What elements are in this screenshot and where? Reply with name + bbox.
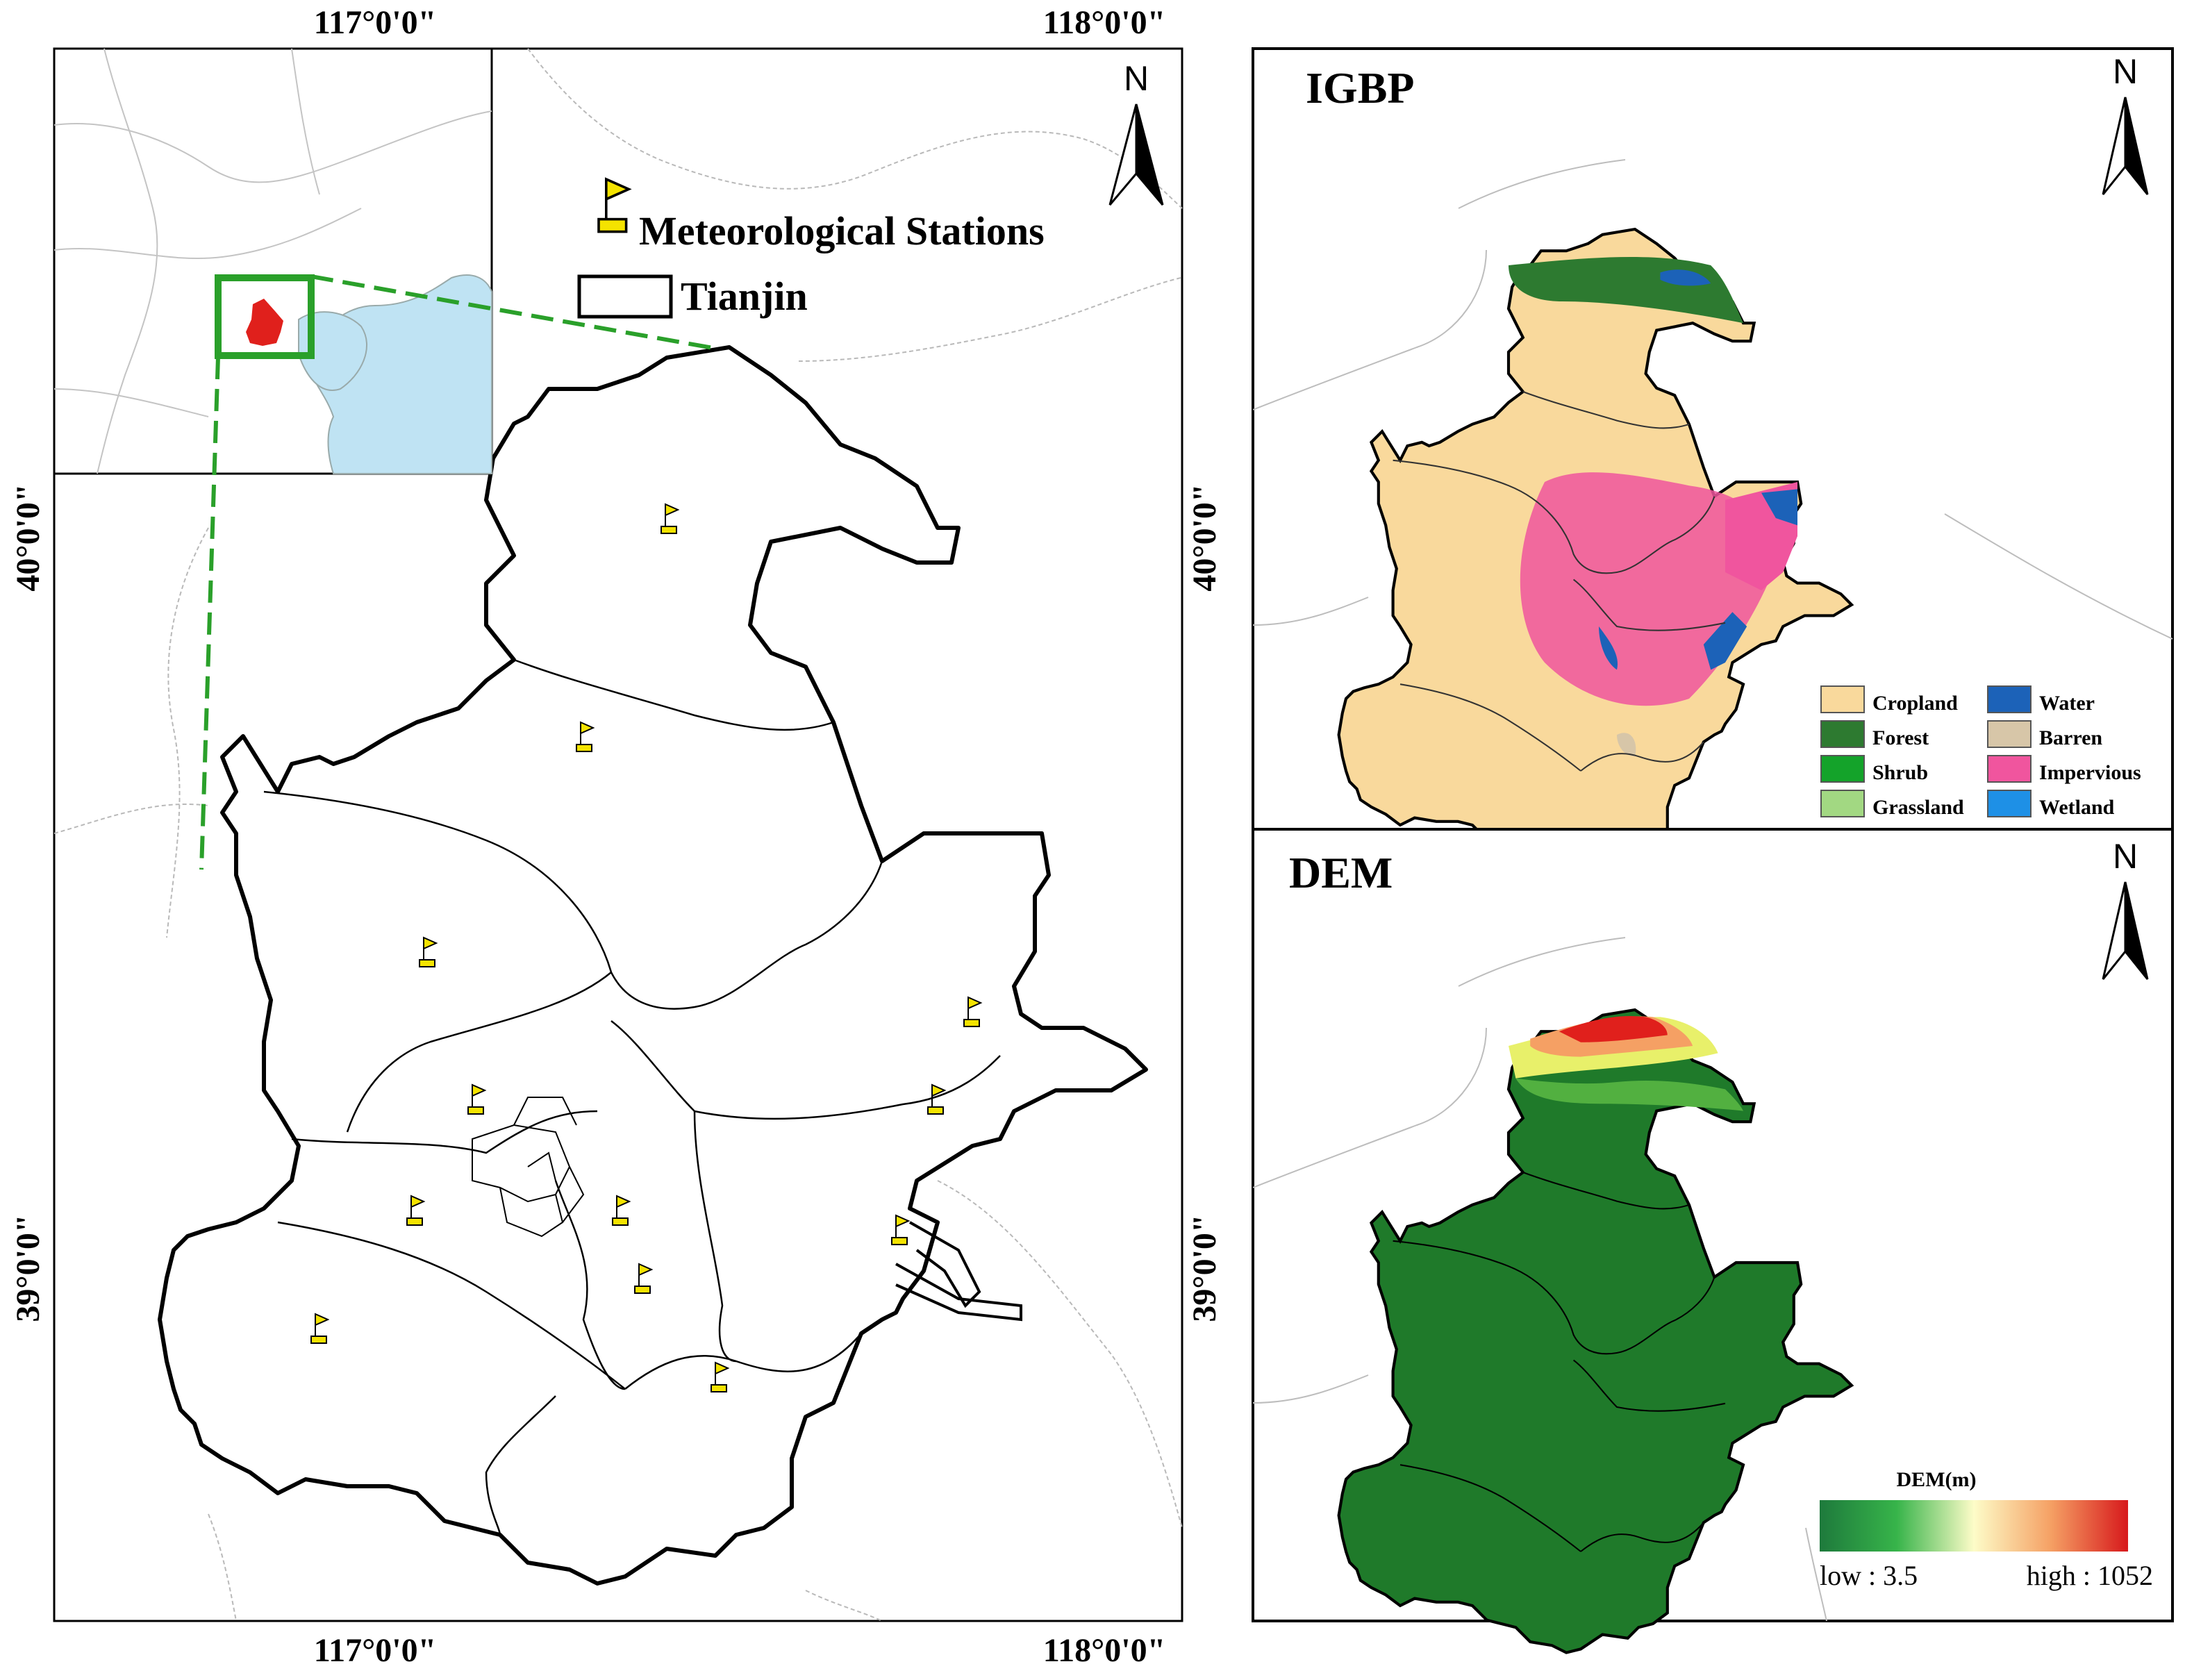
dem-legend: DEM(m) low : 3.5 high : 1052: [1820, 1468, 2153, 1591]
dem-title: DEM: [1289, 848, 1393, 897]
igbp-title: IGBP: [1306, 63, 1414, 113]
inset-map: [53, 47, 493, 475]
legend-swatch-water: [1987, 685, 2032, 713]
legend-boundary-swatch: [577, 274, 673, 319]
main-map-legend: Meteorological Stations Tianjin: [577, 178, 1045, 319]
legend-boundary-label: Tianjin: [681, 274, 808, 319]
inset-highlight-box: [215, 274, 315, 359]
coord-top-117: 117°0'0": [314, 4, 437, 41]
coord-top-118: 118°0'0": [1043, 4, 1166, 41]
coord-left-40: 40°0'0": [10, 483, 47, 591]
dem-color-ramp: [1820, 1500, 2128, 1552]
main-map-coordinates: 117°0'0" 118°0'0" 117°0'0" 118°0'0" 40°0…: [10, 4, 1223, 1669]
legend-label-wetland: Wetland: [2039, 796, 2115, 819]
tianjin-districts: [263, 658, 1001, 1536]
main-map: N Meteorological Stations Tianjin: [53, 47, 1183, 1622]
legend-swatch-impervious: [1987, 755, 2032, 783]
legend-swatch-grassland: [1820, 790, 1865, 817]
svg-text:N: N: [2113, 52, 2138, 91]
igbp-legend: Cropland Water Forest Barren Shrub Imper…: [1820, 685, 2141, 819]
legend-label-barren: Barren: [2039, 726, 2102, 749]
dem-legend-title: DEM(m): [1897, 1468, 1977, 1491]
legend-label-water: Water: [2039, 692, 2095, 715]
dem-map: [1339, 1010, 1852, 1653]
central-districts: [472, 1097, 585, 1238]
legend-swatch-cropland: [1820, 685, 1865, 713]
coord-right-39: 39°0'0": [1186, 1214, 1223, 1322]
svg-text:N: N: [2113, 837, 2138, 876]
legend-swatch-barren: [1987, 720, 2032, 748]
legend-label-cropland: Cropland: [1872, 692, 1958, 715]
surrounding-boundaries: [53, 48, 1183, 1622]
bay-shore: [298, 311, 368, 391]
legend-label-forest: Forest: [1872, 726, 1929, 749]
dem-legend-low: low : 3.5: [1820, 1560, 1918, 1591]
dem-panel: DEM N DEM(m) low : 3.5 high : 1052: [1252, 828, 2174, 1653]
north-arrow: N: [1108, 59, 1164, 206]
dem-legend-high: high : 1052: [2027, 1560, 2153, 1591]
port-outline: [895, 1221, 1022, 1322]
tianjin-inset-shape: [246, 299, 283, 346]
coord-bottom-117: 117°0'0": [314, 1632, 437, 1669]
legend-swatch-forest: [1820, 720, 1865, 748]
legend-swatch-shrub: [1820, 755, 1865, 783]
callout-lines: [199, 274, 717, 870]
legend-swatch-wetland: [1987, 790, 2032, 817]
legend-label-impervious: Impervious: [2039, 761, 2141, 784]
legend-label-shrub: Shrub: [1872, 761, 1928, 784]
coord-right-40: 40°0'0": [1186, 483, 1223, 591]
dem-north-arrow: N: [2102, 837, 2149, 980]
igbp-map: [1339, 229, 1852, 872]
legend-stations-label: Meteorological Stations: [639, 208, 1045, 253]
coord-left-39: 39°0'0": [10, 1214, 47, 1322]
igbp-north-arrow: N: [2102, 52, 2149, 195]
legend-label-grassland: Grassland: [1872, 796, 1964, 819]
igbp-panel: IGBP N Cropland Water Forest Barren Shru…: [1252, 47, 2174, 872]
svg-text:N: N: [1124, 59, 1149, 98]
coord-bottom-118: 118°0'0": [1043, 1632, 1166, 1669]
